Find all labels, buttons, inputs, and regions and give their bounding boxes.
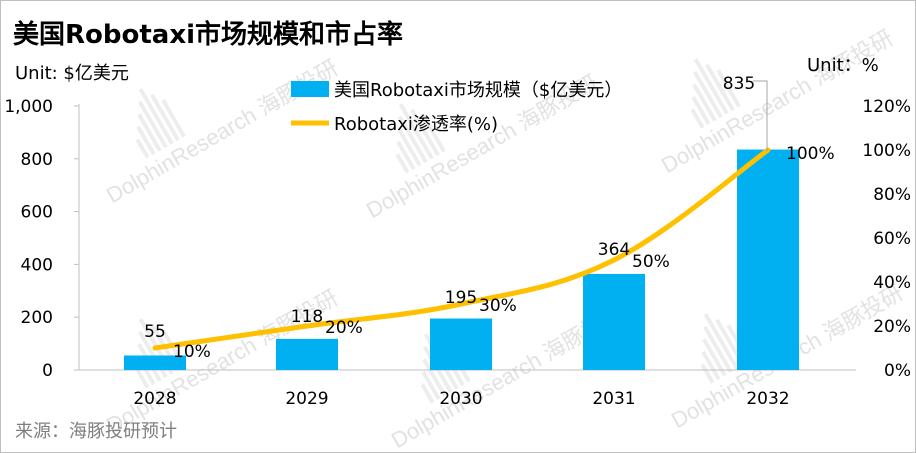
watermark-bar [135,368,150,389]
watermark-bar [691,95,711,126]
bar-2031 [583,273,645,370]
watermark-bar [410,108,440,157]
bar-value-label: 195 [445,288,477,308]
watermark-bar [716,69,741,108]
right-axis-unit: Unit：% [807,55,879,76]
watermark-bar [703,313,739,370]
x-tick-label: 2031 [592,389,635,409]
watermark-bar [398,103,434,160]
watermark-bar [690,108,705,129]
right-tick-label: 20% [873,317,911,337]
bar-2030 [430,318,492,370]
watermark-bar [693,58,729,115]
watermark-bar [397,128,422,167]
watermark-bar [150,93,180,142]
left-tick-label: 0 [42,361,53,381]
bar-series [124,149,799,370]
watermark-bar [137,113,162,152]
bar-value-label: 55 [144,322,166,342]
right-tick-label: 40% [873,273,911,293]
x-tick-label: 2032 [746,389,789,409]
watermark-bar [702,325,733,374]
watermark-bar [396,140,416,171]
bar-2028 [124,355,186,370]
watermark-bar [420,383,435,404]
source-note: 来源：海豚投研预计 [15,421,177,442]
bar-value-label: 835 [723,74,755,94]
legend: 美国Robotaxi市场规模（$亿美元） Robotaxi渗透率(%) [291,80,622,135]
line-value-label: 100% [786,144,835,164]
watermark-bar [421,370,441,401]
line-value-label: 10% [173,342,211,362]
right-axis: 0% 20% 40% 60% 80% 100% 120% [862,97,911,381]
watermark-bar [135,138,150,159]
line-value-label: 50% [632,252,670,272]
line-value-label: 30% [479,296,517,316]
x-tick-label: 2030 [439,389,482,409]
watermark-bar [692,83,717,122]
penetration-line [152,147,771,351]
watermark-bar [702,338,727,377]
left-axis: 0 200 400 600 800 1,000 [4,97,80,381]
right-tick-label: 80% [873,185,911,205]
bar-2029 [276,338,338,370]
watermark-bar [421,114,446,153]
left-tick-label: 800 [21,150,53,170]
left-axis-unit: Unit: $亿美元 [15,63,129,84]
left-tick-label: 400 [21,255,53,275]
watermark-bar [705,63,735,112]
watermark-bar [397,115,428,164]
left-tick-label: 600 [21,203,53,223]
watermark-bar [701,350,721,381]
bar-value-label: 364 [598,240,630,260]
watermark-bar [138,88,174,145]
bar-label-leader-line [753,80,768,152]
watermark-bar [161,99,186,138]
data-labels: 55 118 195 364 835 10% 20% 30% 50% 100% [144,74,834,362]
right-tick-label: 120% [862,97,911,117]
watermark-bar [692,70,723,119]
left-tick-label: 200 [21,308,53,328]
line-value-label: 20% [325,318,363,338]
right-tick-label: 0% [884,361,911,381]
legend-bar-label: 美国Robotaxi市场规模（$亿美元） [334,80,622,101]
watermark-text: DolphinResearch 海豚投研 [102,55,342,208]
line-series [152,147,771,351]
left-tick-label: 1,000 [4,97,53,117]
watermark-bar [137,100,168,149]
x-tick-label: 2029 [285,389,328,409]
chart-title: 美国Robotaxi市场规模和市占率 [13,19,403,50]
watermark-bar [700,363,715,384]
legend-bar-swatch [291,81,329,97]
watermark-bar [395,153,410,174]
watermark-bar [422,358,447,397]
legend-line-label: Robotaxi渗透率(%) [334,114,498,135]
x-axis: 2028 2029 2030 2031 2032 [79,369,856,409]
watermark-bar [136,125,156,156]
x-tick-label: 2028 [133,389,176,409]
right-tick-label: 100% [862,141,911,161]
bar-2032 [737,149,799,370]
right-tick-label: 60% [873,229,911,249]
bar-value-label: 118 [291,307,323,327]
